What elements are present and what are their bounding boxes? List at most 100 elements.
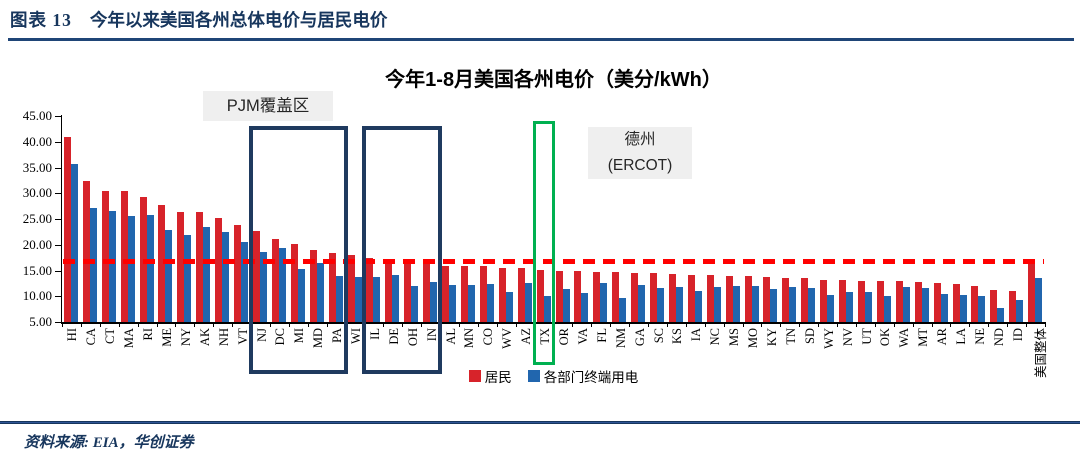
bar-residential — [668, 273, 676, 322]
x-label-cell: ID — [1007, 328, 1026, 398]
x-axis-tick — [80, 322, 82, 327]
bar-all-sector — [940, 294, 948, 322]
chart-legend: 居民 各部门终端用电 — [62, 366, 1045, 386]
bar-group — [629, 116, 648, 322]
x-label-cell: WA — [894, 328, 913, 398]
x-axis-tick — [269, 322, 271, 327]
x-axis-label: AR — [935, 328, 950, 346]
bar-group — [402, 116, 421, 322]
bar-all-sector — [373, 277, 381, 322]
bar-all-sector — [70, 163, 78, 322]
y-axis-tick — [55, 270, 61, 272]
x-axis-label: GA — [632, 328, 647, 347]
bar-all-sector — [865, 291, 873, 322]
pjm-region-label: PJM覆盖区 — [203, 91, 333, 121]
bar-residential — [876, 280, 884, 322]
bar-all-sector — [959, 294, 967, 322]
x-label-cell: AR — [932, 328, 951, 398]
bar-residential — [933, 282, 941, 322]
x-axis-label: HI — [65, 328, 80, 342]
x-axis-label: ME — [159, 328, 174, 347]
x-axis-label: ND — [991, 328, 1006, 347]
y-axis-tick-label: 10.00 — [22, 288, 52, 304]
bar-residential — [744, 276, 752, 322]
bar-residential — [479, 266, 487, 322]
x-axis-tick — [780, 322, 782, 327]
bar-residential — [385, 259, 393, 322]
bar-all-sector — [524, 282, 532, 322]
x-label-cell: GA — [629, 328, 648, 398]
x-axis-tick — [175, 322, 177, 327]
y-axis-tick-label: 35.00 — [22, 159, 52, 175]
legend-label: 各部门终端用电 — [543, 370, 639, 385]
bar-all-sector — [694, 290, 702, 322]
x-axis-tick — [99, 322, 101, 327]
bar-all-sector — [89, 208, 97, 322]
figure-title: 今年以来美国各州总体电价与居民电价 — [89, 10, 388, 30]
bar-group — [138, 116, 157, 322]
bar-residential — [782, 277, 790, 322]
bar-all-sector — [241, 241, 249, 322]
x-axis-tick — [307, 322, 309, 327]
x-axis-label: IA — [689, 328, 704, 342]
bar-group — [1007, 116, 1026, 322]
x-axis-label: NE — [972, 328, 987, 345]
x-label-cell: MO — [743, 328, 762, 398]
footer-divider — [0, 421, 1080, 424]
bar-residential — [82, 181, 90, 322]
bar-residential — [1028, 260, 1036, 322]
bar-all-sector — [600, 282, 608, 322]
x-label-cell: NE — [970, 328, 989, 398]
bar-group — [743, 116, 762, 322]
x-axis-tick — [629, 322, 631, 327]
bar-all-sector — [675, 286, 683, 322]
bar-all-sector — [127, 215, 135, 322]
x-axis-label: KS — [670, 328, 685, 344]
bar-group — [383, 116, 402, 322]
x-label-cell: KY — [762, 328, 781, 398]
bar-all-sector — [883, 295, 891, 322]
bar-all-sector — [335, 276, 343, 322]
bar-residential — [631, 272, 639, 322]
bar-group — [932, 116, 951, 322]
bar-all-sector — [543, 296, 551, 322]
bar-all-sector — [713, 286, 721, 322]
bar-residential — [650, 273, 658, 322]
bar-all-sector — [165, 229, 173, 322]
bar-residential — [820, 280, 828, 322]
x-axis-label: KY — [764, 328, 779, 347]
y-axis-tick — [55, 244, 61, 246]
bar-residential — [498, 267, 506, 322]
x-axis-label: CA — [84, 328, 99, 346]
bar-group — [837, 116, 856, 322]
x-axis-label: MS — [727, 328, 742, 347]
bar-group — [289, 116, 308, 322]
y-axis-tick — [55, 116, 61, 117]
bar-group — [667, 116, 686, 322]
x-axis-tick — [572, 322, 574, 327]
bar-group — [327, 116, 346, 322]
x-label-cell: CO — [478, 328, 497, 398]
x-axis-label: LA — [954, 328, 969, 345]
bar-all-sector — [392, 275, 400, 322]
x-axis-tick — [666, 322, 668, 327]
bar-group — [535, 116, 554, 322]
x-axis-tick — [818, 322, 820, 327]
bar-group — [894, 116, 913, 322]
legend-label: 居民 — [484, 370, 512, 385]
x-axis-tick — [704, 322, 706, 327]
bar-residential — [801, 278, 809, 322]
bar-residential — [593, 271, 601, 322]
bar-group — [440, 116, 459, 322]
bar-all-sector — [1035, 278, 1043, 322]
x-label-cell: FL — [591, 328, 610, 398]
bar-residential — [725, 275, 733, 322]
x-label-cell: CA — [81, 328, 100, 398]
bar-group — [421, 116, 440, 322]
x-axis-tick — [496, 322, 498, 327]
x-label-cell: KS — [667, 328, 686, 398]
x-axis-label: CT — [103, 328, 118, 344]
bar-residential — [423, 261, 431, 322]
bar-residential — [177, 211, 185, 322]
y-axis-tick — [55, 296, 61, 298]
